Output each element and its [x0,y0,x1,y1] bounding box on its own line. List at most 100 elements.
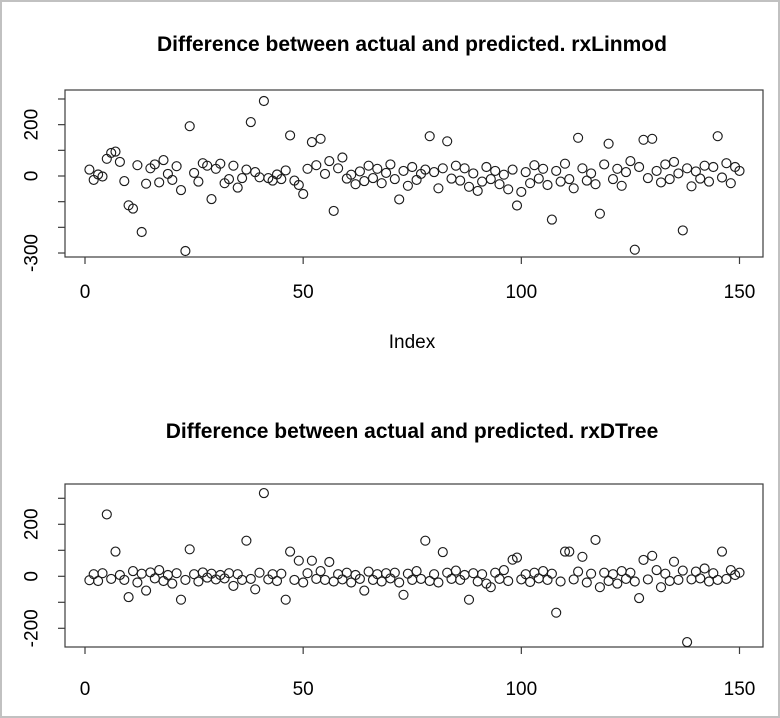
data-point [114,156,125,167]
chart1-xlabel: Index [388,332,436,353]
data-point [734,567,745,578]
data-point [333,163,344,174]
data-point [372,163,383,174]
data-point [136,226,147,238]
data-point [106,573,117,584]
data-point [686,181,697,192]
data-point [721,573,732,584]
data-point [477,569,488,580]
data-point [734,165,745,176]
data-point [429,569,440,580]
data-point [127,203,139,214]
data-point [175,185,187,196]
x-tick-label: 150 [724,679,756,700]
data-point [642,574,653,585]
data-point [385,159,396,170]
data-point [463,594,475,605]
x-tick-label: 100 [505,282,537,303]
data-point [468,568,479,579]
data-point [88,569,99,580]
data-point [450,160,461,171]
data-point [463,181,475,192]
data-point [498,169,509,180]
data-point [359,585,370,596]
data-point [716,172,728,183]
data-point [581,577,592,588]
data-point [189,167,200,178]
data-point [559,546,571,557]
data-point [699,160,710,171]
data-point [503,575,514,587]
y-tick-label: 0 [22,571,43,582]
data-point [254,567,265,578]
data-point [193,576,204,587]
chart-1-panel: 200 0 -300 0 50 100 150 [22,89,764,303]
data-point [538,566,549,577]
data-point [668,556,680,567]
data-point [655,177,667,188]
data-point [559,158,571,169]
data-point [315,566,326,577]
data-point [695,573,706,584]
data-point [293,179,304,191]
data-point [354,573,365,584]
data-point [119,574,130,585]
data-point [695,173,706,184]
data-point [446,173,457,184]
data-point [154,177,165,188]
data-point [511,200,523,211]
data-point [620,573,632,584]
data-point [533,173,544,184]
data-point [250,584,261,595]
data-point [690,166,701,177]
data-point [280,165,291,176]
data-point [228,580,239,591]
data-point [629,244,640,255]
data-point [525,576,536,588]
data-point [202,160,213,171]
data-point [171,161,182,172]
data-point [612,578,623,589]
data-point [599,567,610,578]
data-point [389,567,400,578]
data-point [647,133,658,144]
data-point [446,573,457,584]
data-point [668,156,680,167]
data-point [180,245,191,257]
data-point [271,575,283,587]
data-point [141,178,152,189]
data-point [498,565,509,576]
data-point [651,565,662,576]
data-point [568,183,579,194]
data-point [625,567,636,578]
data-point [708,161,719,173]
data-point [594,582,605,593]
data-point [651,165,662,176]
data-point [167,578,178,589]
data-point [616,180,627,191]
data-point [245,117,256,128]
data-point [180,574,191,585]
data-point [285,130,296,141]
data-point [110,546,121,557]
data-point [132,577,143,588]
data-point [241,164,252,175]
data-point [106,147,117,158]
data-point [573,566,584,577]
data-point [258,95,269,107]
data-point [485,582,496,593]
data-point [437,547,448,558]
data-point [433,183,444,194]
data-point [599,159,610,170]
data-point [629,576,640,587]
data-point [162,569,173,581]
data-point [149,573,160,584]
data-point [407,574,418,585]
x-tick-label: 150 [724,282,756,303]
data-point [311,160,322,171]
data-point [245,573,256,584]
data-point [542,179,553,191]
data-point [171,568,182,579]
data-point [237,574,248,585]
